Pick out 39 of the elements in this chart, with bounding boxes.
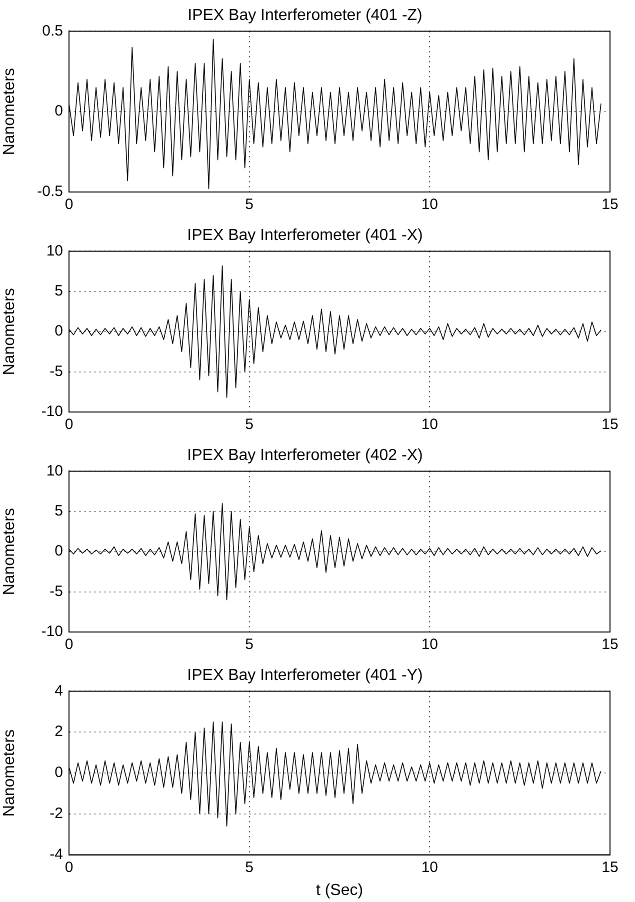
y-tick-label: 0 — [54, 764, 63, 782]
y-tick-label: -10 — [41, 623, 63, 640]
y-tick-label: 0 — [54, 102, 63, 120]
chart-title: IPEX Bay Interferometer (401 -Z) — [188, 7, 422, 24]
x-tick-label: 5 — [245, 196, 254, 214]
y-tick-label: 10 — [46, 242, 63, 260]
x-tick-label: 5 — [245, 858, 254, 876]
x-tick-label: 5 — [245, 416, 254, 434]
chart-title: IPEX Bay Interferometer (401 -Y) — [187, 667, 423, 684]
y-tick-label: -2 — [50, 805, 63, 822]
chart-title: IPEX Bay Interferometer (401 -X) — [187, 227, 423, 244]
y-tick-label: -10 — [41, 403, 63, 420]
y-axis-title: Nanometers — [1, 288, 18, 376]
x-tick-label: 10 — [421, 196, 438, 214]
x-tick-label: 10 — [421, 636, 438, 654]
x-tick-label: 15 — [602, 196, 618, 214]
x-tick-label: 15 — [602, 636, 618, 654]
y-axis-title: Nanometers — [1, 729, 18, 817]
y-tick-label: -5 — [50, 582, 63, 600]
y-tick-label: 2 — [54, 723, 63, 740]
y-tick-label: 5 — [54, 282, 63, 300]
chart-title: IPEX Bay Interferometer (402 -X) — [187, 447, 423, 464]
y-tick-label: 0.5 — [42, 22, 63, 40]
y-tick-label: 0 — [54, 322, 63, 340]
x-tick-label: 10 — [421, 416, 438, 434]
x-tick-label: 5 — [245, 636, 254, 654]
x-tick-label: 15 — [602, 858, 618, 876]
y-axis-title: Nanometers — [1, 68, 18, 156]
x-tick-label: 10 — [421, 858, 438, 876]
y-tick-label: -5 — [50, 362, 63, 380]
x-axis-title: t (Sec) — [316, 882, 364, 899]
y-tick-label: 10 — [46, 462, 63, 480]
y-axis-title: Nanometers — [1, 508, 18, 596]
x-tick-label: 15 — [602, 416, 618, 434]
y-tick-label: -4 — [50, 846, 63, 863]
y-tick-label: 0 — [54, 542, 63, 560]
y-tick-label: 4 — [54, 682, 63, 700]
y-tick-label: -0.5 — [37, 183, 63, 200]
y-tick-label: 5 — [54, 502, 63, 520]
